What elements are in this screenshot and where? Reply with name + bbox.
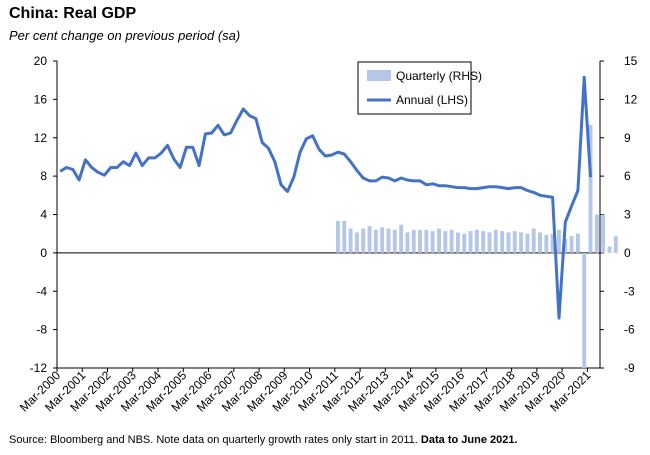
quarterly-bar xyxy=(557,229,561,253)
left-tick-label: 16 xyxy=(34,92,48,106)
quarterly-bar xyxy=(367,226,372,253)
quarterly-bar xyxy=(449,229,454,253)
quarterly-bar xyxy=(443,231,448,253)
quarterly-bar xyxy=(405,232,410,253)
legend-label-quarterly: Quarterly (RHS) xyxy=(396,69,482,83)
quarterly-bar xyxy=(354,232,359,253)
quarterly-bar xyxy=(430,231,435,253)
quarterly-bar xyxy=(538,232,542,253)
quarterly-bar xyxy=(588,124,593,253)
quarterly-bar xyxy=(361,228,366,253)
left-tick-label: 0 xyxy=(40,246,47,260)
quarterly-bar xyxy=(411,229,416,253)
gdp-chart: -12-8-4048121620-9-6-303691215Mar-2000Ma… xyxy=(17,54,638,414)
right-tick-label: 9 xyxy=(624,131,631,145)
left-tick-label: 12 xyxy=(34,131,48,145)
quarterly-bar xyxy=(601,214,606,253)
quarterly-bar xyxy=(531,228,536,253)
legend-label-annual: Annual (LHS) xyxy=(396,93,468,107)
right-tick-label: -9 xyxy=(624,361,635,375)
quarterly-bar xyxy=(474,229,479,253)
quarterly-bar xyxy=(336,220,340,253)
quarterly-bar xyxy=(437,228,441,253)
quarterly-bar xyxy=(512,231,517,253)
quarterly-bar xyxy=(594,214,599,253)
left-tick-label: 8 xyxy=(40,169,47,183)
quarterly-bar xyxy=(569,236,574,253)
quarterly-bar xyxy=(613,236,618,253)
quarterly-bar xyxy=(342,220,347,253)
left-tick-label: 4 xyxy=(40,208,47,222)
annual-line xyxy=(59,75,592,320)
quarterly-bar xyxy=(544,234,549,253)
right-tick-label: 6 xyxy=(624,169,631,183)
quarterly-bar xyxy=(386,228,391,253)
source-text: Source: Bloomberg and NBS. Note data on … xyxy=(9,434,418,446)
left-tick-label: -8 xyxy=(36,323,47,337)
quarterly-bar xyxy=(582,252,587,368)
right-tick-label: -3 xyxy=(624,284,635,298)
source-note: Source: Bloomberg and NBS. Note data on … xyxy=(9,434,518,446)
left-tick-label: 20 xyxy=(34,54,48,68)
quarterly-bar xyxy=(506,232,511,253)
quarterly-bar xyxy=(493,229,498,253)
right-tick-label: 12 xyxy=(624,92,638,106)
quarterly-bar xyxy=(418,229,423,253)
quarterly-bar xyxy=(481,231,486,253)
quarterly-bar xyxy=(575,233,580,253)
quarterly-bar xyxy=(380,227,385,253)
chart-subtitle: Per cent change on previous period (sa) xyxy=(9,28,241,43)
right-tick-label: -6 xyxy=(624,323,635,337)
quarterly-bar xyxy=(525,233,530,253)
right-tick-label: 0 xyxy=(624,246,631,260)
quarterly-bar xyxy=(607,246,612,253)
quarterly-bar xyxy=(550,233,555,253)
quarterly-bar xyxy=(563,238,568,253)
quarterly-bar xyxy=(455,232,460,253)
left-tick-label: -4 xyxy=(36,284,47,298)
right-tick-label: 3 xyxy=(624,208,631,222)
quarterly-bar xyxy=(424,229,429,253)
quarterly-bar xyxy=(500,231,505,253)
quarterly-bar xyxy=(487,232,492,253)
quarterly-bar xyxy=(348,228,353,253)
chart-title: China: Real GDP xyxy=(9,5,137,22)
right-tick-label: 15 xyxy=(624,54,638,68)
quarterly-bar xyxy=(468,231,473,253)
quarterly-bar xyxy=(519,232,524,253)
quarterly-bar xyxy=(392,229,397,253)
data-to-note: Data to June 2021. xyxy=(420,434,518,446)
quarterly-bar xyxy=(373,229,378,253)
quarterly-bar xyxy=(462,233,467,253)
quarterly-bar xyxy=(399,224,404,253)
left-tick-label: -12 xyxy=(30,361,48,375)
legend-swatch-quarterly xyxy=(367,70,391,81)
